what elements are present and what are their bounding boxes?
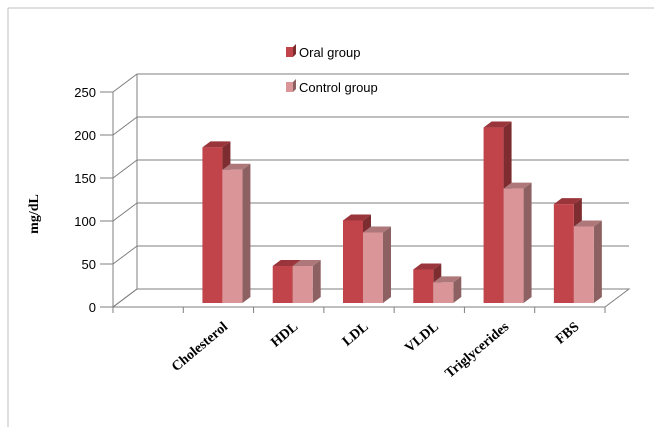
bar-front — [292, 266, 313, 303]
y-tick-label: 0 — [89, 300, 96, 315]
legend-label: Oral group — [299, 45, 360, 60]
y-tick-label: 100 — [74, 214, 96, 229]
x-category-label: Triglycerides — [443, 319, 513, 381]
bar-top — [343, 214, 371, 221]
bar-front — [433, 282, 454, 303]
bar-vldl-control — [433, 276, 462, 303]
x-category-label: LDL — [340, 320, 372, 350]
bar-side — [312, 260, 321, 303]
bar-front — [573, 226, 594, 303]
legend-item-oral: Oral group — [286, 44, 360, 60]
bar-front — [503, 188, 524, 303]
bar-front — [483, 127, 504, 303]
legend-swatch — [286, 82, 293, 92]
bar-hdl-control — [292, 260, 321, 303]
legend-swatch-side — [293, 44, 296, 57]
bar-top — [202, 141, 231, 148]
x-category-label: FBS — [553, 319, 582, 347]
bar-front — [222, 169, 243, 303]
bar-top — [292, 260, 321, 267]
x-category-label: HDL — [268, 320, 301, 351]
bar-top — [272, 260, 301, 267]
bar-front — [553, 204, 574, 303]
bar-side — [523, 182, 532, 303]
bar-side — [453, 276, 462, 303]
bar-front — [272, 266, 293, 303]
side-grid-line — [112, 159, 138, 179]
side-grid-line — [112, 73, 138, 93]
bar-front — [343, 220, 363, 303]
bar-front — [413, 269, 434, 303]
x-category-label: Cholesterol — [169, 320, 231, 375]
y-tick-label: 150 — [74, 171, 96, 186]
bar-top — [483, 121, 512, 128]
bar-ldl-control — [363, 226, 391, 303]
y-tick-label: 200 — [74, 128, 96, 143]
y-axis-title: mg/dL — [27, 194, 42, 234]
y-tick-label: 250 — [74, 85, 96, 100]
side-grid-line — [112, 245, 138, 265]
legend-swatch — [286, 47, 293, 57]
bar-fbs-control — [573, 220, 602, 303]
side-grid-line — [112, 116, 138, 136]
bar-top — [222, 163, 251, 170]
bar-top — [553, 198, 582, 205]
bar-side — [593, 220, 602, 303]
side-grid-line — [112, 202, 138, 222]
bar-top — [433, 276, 462, 283]
bar-triglycerides-control — [503, 182, 532, 303]
legend-label: Control group — [299, 80, 378, 95]
bar-top — [363, 226, 391, 233]
x-category-label: VLDL — [402, 320, 441, 356]
bar-top — [503, 182, 532, 189]
bar-top — [573, 220, 602, 227]
y-tick-label: 50 — [82, 257, 96, 272]
bar-side — [383, 226, 391, 303]
legend-item-control: Control group — [286, 79, 378, 95]
bar-top — [413, 263, 442, 270]
bar-front — [202, 147, 223, 303]
bar-front — [363, 232, 383, 303]
bar-side — [242, 163, 251, 303]
chart-floor — [111, 288, 631, 308]
bar-cholesterol-control — [222, 163, 251, 303]
legend-swatch-side — [293, 79, 296, 92]
